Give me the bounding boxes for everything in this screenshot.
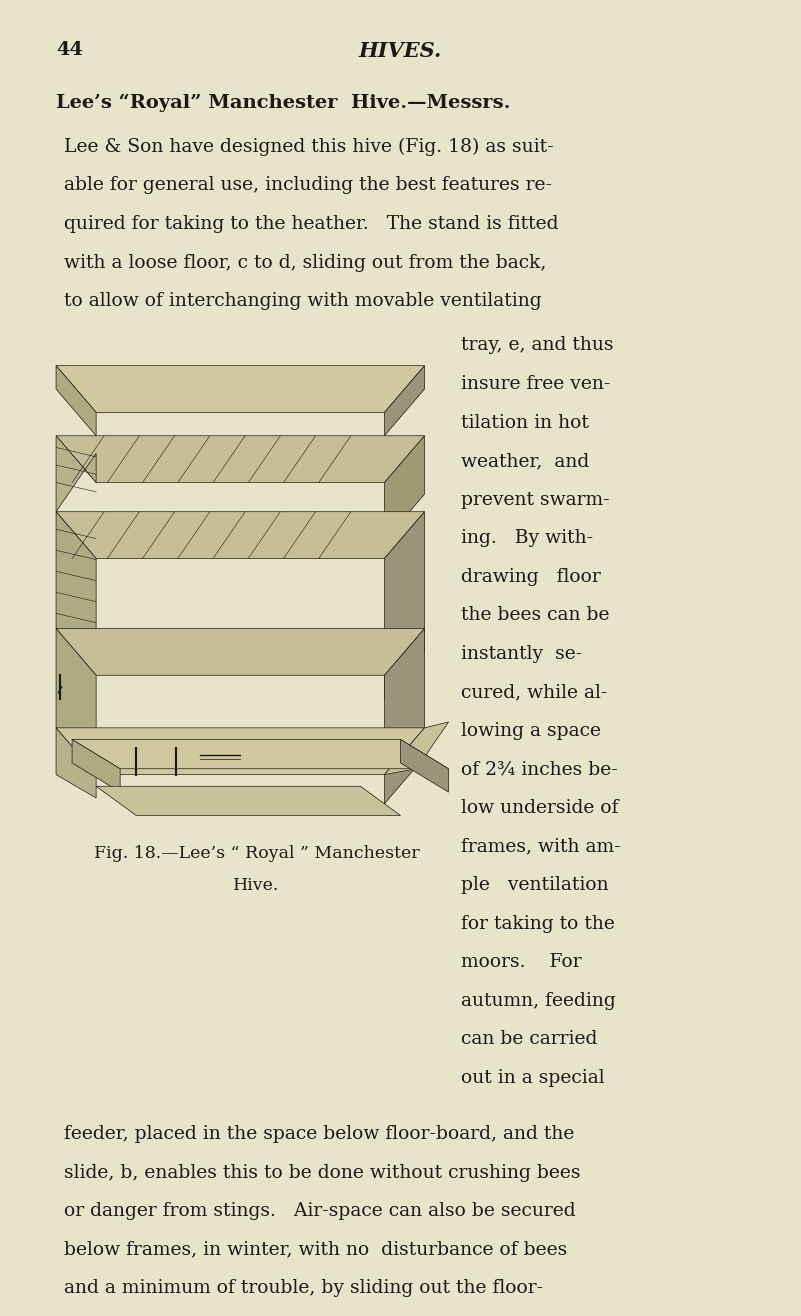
Polygon shape <box>56 366 425 412</box>
Text: Fig. 18.—Lee’s “ Royal ” Manchester: Fig. 18.—Lee’s “ Royal ” Manchester <box>94 845 419 862</box>
Polygon shape <box>56 512 425 558</box>
Polygon shape <box>384 436 425 541</box>
Text: HIVES.: HIVES. <box>359 41 442 61</box>
Polygon shape <box>384 722 449 775</box>
Text: and a minimum of trouble, by sliding out the floor-: and a minimum of trouble, by sliding out… <box>64 1279 543 1298</box>
Text: or danger from stings.   Air-space can also be secured: or danger from stings. Air-space can als… <box>64 1203 576 1220</box>
Text: 44: 44 <box>56 41 83 59</box>
Polygon shape <box>72 740 449 769</box>
Text: Hive.: Hive. <box>233 878 280 895</box>
Text: moors.    For: moors. For <box>461 953 582 971</box>
Text: ple   ventilation: ple ventilation <box>461 876 608 894</box>
Text: autumn, feeding: autumn, feeding <box>461 992 615 1009</box>
Text: weather,  and: weather, and <box>461 453 589 470</box>
Polygon shape <box>56 436 425 483</box>
Text: can be carried: can be carried <box>461 1030 597 1049</box>
Text: ing.   By with-: ing. By with- <box>461 529 593 547</box>
Polygon shape <box>96 786 400 816</box>
Polygon shape <box>384 512 425 699</box>
Text: out in a special: out in a special <box>461 1069 604 1087</box>
Polygon shape <box>400 740 449 792</box>
Text: quired for taking to the heather.   The stand is fitted: quired for taking to the heather. The st… <box>64 215 558 233</box>
Text: tilation in hot: tilation in hot <box>461 413 589 432</box>
Polygon shape <box>56 629 96 757</box>
Text: prevent swarm-: prevent swarm- <box>461 491 610 509</box>
Text: frames, with am-: frames, with am- <box>461 838 620 855</box>
Polygon shape <box>56 366 96 436</box>
Text: instantly  se-: instantly se- <box>461 645 582 663</box>
Polygon shape <box>56 436 96 512</box>
Polygon shape <box>384 629 425 804</box>
Text: cured, while al-: cured, while al- <box>461 683 607 701</box>
Text: low underside of: low underside of <box>461 799 618 817</box>
Text: Lee’s “Royal” Manchester  Hive.—Messrs.: Lee’s “Royal” Manchester Hive.—Messrs. <box>56 93 510 112</box>
Text: slide, b, enables this to be done without crushing bees: slide, b, enables this to be done withou… <box>64 1163 581 1182</box>
Text: to allow of interchanging with movable ventilating: to allow of interchanging with movable v… <box>64 292 541 311</box>
Text: tray, e, and thus: tray, e, and thus <box>461 337 613 354</box>
Text: lowing a space: lowing a space <box>461 722 601 740</box>
Text: feeder, placed in the space below floor-board, and the: feeder, placed in the space below floor-… <box>64 1125 574 1144</box>
Polygon shape <box>56 728 96 797</box>
Text: of 2¾ inches be-: of 2¾ inches be- <box>461 761 618 779</box>
Polygon shape <box>56 629 425 675</box>
Polygon shape <box>384 366 425 436</box>
Text: insure free ven-: insure free ven- <box>461 375 610 393</box>
Text: drawing   floor: drawing floor <box>461 567 600 586</box>
Text: the bees can be: the bees can be <box>461 607 609 624</box>
Polygon shape <box>72 740 120 792</box>
Text: with a loose floor, c to d, sliding out from the back,: with a loose floor, c to d, sliding out … <box>64 254 546 271</box>
Text: Lee & Son have designed this hive (Fig. 18) as suit-: Lee & Son have designed this hive (Fig. … <box>64 138 553 157</box>
Text: able for general use, including the best features re-: able for general use, including the best… <box>64 176 552 195</box>
Text: below frames, in winter, with no  disturbance of bees: below frames, in winter, with no disturb… <box>64 1241 567 1258</box>
Text: for taking to the: for taking to the <box>461 915 614 933</box>
Polygon shape <box>56 728 425 775</box>
Polygon shape <box>56 512 96 651</box>
